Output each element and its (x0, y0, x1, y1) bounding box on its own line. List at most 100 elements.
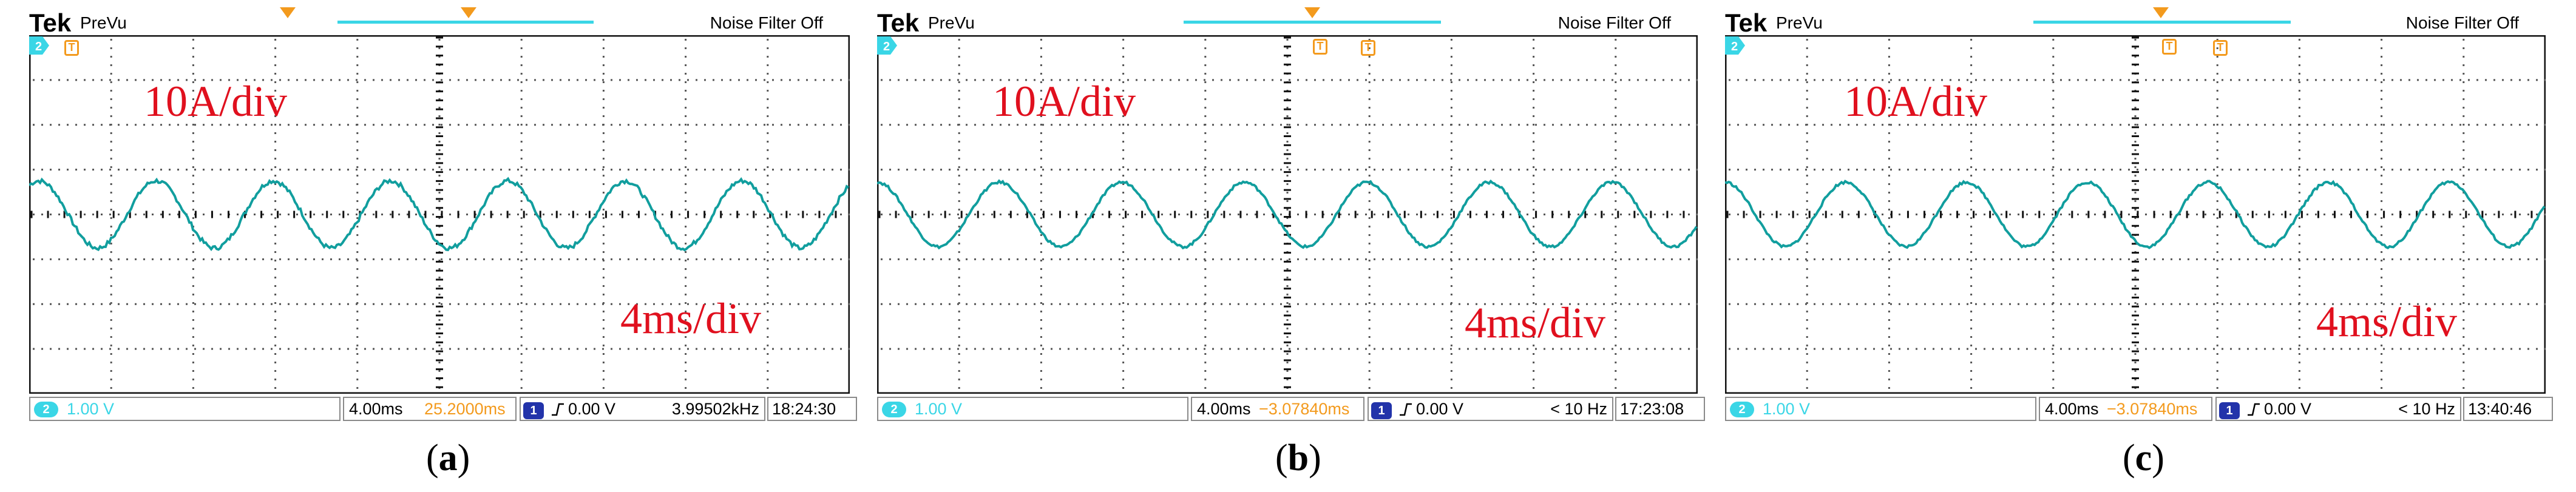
grid-dot (772, 124, 774, 126)
grid-dot (520, 311, 523, 312)
grid-dot (1331, 214, 1333, 215)
grid-dot (957, 124, 959, 126)
ch2-scale-readout[interactable]: 2 1.00 V (1725, 397, 2036, 421)
grid-dot (520, 268, 523, 270)
grid-dot (823, 214, 825, 215)
grid-dot (192, 175, 194, 177)
trigger-marker-icon[interactable]: T (1313, 39, 1327, 55)
trigger-position-arrow[interactable] (2153, 7, 2169, 18)
grid-dot (1888, 345, 1890, 346)
record-view-bar[interactable] (337, 21, 594, 24)
grid-dot (1924, 124, 1926, 126)
grid-dot (1612, 169, 1613, 171)
grid-dot (1888, 226, 1890, 227)
timebase-readout[interactable]: 4.00ms −3.07840ms (2039, 397, 2212, 421)
trigger-marker-icon[interactable]: T (1361, 40, 1375, 56)
grid-dot (1127, 124, 1129, 126)
grid-dot (441, 169, 442, 171)
trigger-position: −3.07840ms (2107, 400, 2198, 418)
trigger-position-arrow[interactable] (461, 7, 476, 18)
grid-dot (169, 303, 171, 305)
trigger-readout[interactable]: 1 0.00 V < 10 Hz (1368, 397, 1613, 421)
grid-dot (1615, 175, 1617, 177)
grid-dot (1967, 348, 1968, 350)
graticule[interactable]: T 2 10A/div 4ms/div (29, 35, 850, 394)
grid-dot (949, 124, 951, 126)
grid-dot (2077, 169, 2079, 171)
ch2-scale-readout[interactable]: 2 1.00 V (29, 397, 341, 421)
grid-dot (1195, 79, 1197, 81)
ch2-scale-readout[interactable]: 2 1.00 V (877, 397, 1188, 421)
grid-dot (1195, 258, 1197, 260)
ch2-ground-marker-icon[interactable]: 2 (877, 35, 898, 56)
trigger-position-arrow[interactable] (280, 7, 296, 18)
record-view-bar[interactable] (2033, 21, 2291, 24)
grid-dot (2026, 258, 2028, 260)
grid-dot (1433, 348, 1435, 350)
grid-dot (192, 107, 194, 109)
ch2-ground-marker-icon[interactable]: 2 (1725, 35, 1746, 56)
grid-dot (441, 258, 442, 260)
grid-dot (110, 370, 112, 372)
grid-dot (806, 258, 808, 260)
grid-dot (186, 258, 188, 260)
trigger-marker-icon[interactable]: T (2213, 40, 2228, 56)
trigger-position-arrow[interactable] (1304, 7, 1320, 18)
timebase-readout[interactable]: 4.00ms 25.2000ms (343, 397, 517, 421)
grid-dot (2216, 64, 2218, 66)
grid-dot (500, 124, 502, 126)
trigger-marker-icon[interactable]: T (64, 40, 79, 56)
grid-dot (662, 348, 663, 350)
grid-dot (41, 169, 43, 171)
grid-dot (1170, 258, 1171, 260)
grid-dot (1221, 214, 1222, 215)
grid-dot (1805, 169, 1807, 171)
graticule[interactable]: T T 2 10A/div 4ms/div (1725, 35, 2546, 394)
grid-dot (2134, 192, 2137, 194)
grid-dot (2001, 79, 2002, 81)
grid-dot (1970, 81, 1973, 83)
grid-dot (560, 303, 561, 305)
grid-dot (274, 81, 277, 83)
grid-dot (2381, 56, 2383, 58)
trigger-marker-icon[interactable]: T (2162, 39, 2177, 55)
grid-dot (1501, 258, 1503, 260)
grid-dot (407, 124, 408, 126)
grid-dot (1348, 214, 1350, 215)
grid-dot (602, 319, 605, 321)
grid-dot (1425, 169, 1426, 171)
grid-dot (2273, 124, 2274, 126)
grid-dot (974, 348, 976, 350)
grid-dot (849, 303, 850, 305)
grid-dot (2536, 303, 2538, 305)
trigger-readout[interactable]: 1 0.00 V < 10 Hz (2215, 397, 2461, 421)
grid-dot (1637, 124, 1639, 126)
grid-dot (2340, 303, 2342, 305)
grid-dot (1578, 214, 1579, 215)
grid-dot (520, 141, 523, 143)
grid-dot (1459, 169, 1460, 171)
timebase-readout[interactable]: 4.00ms −3.07840ms (1191, 397, 1364, 421)
grid-dot (823, 258, 825, 260)
grid-dot (1340, 214, 1341, 215)
grid-dot (767, 353, 769, 355)
record-view-bar[interactable] (1184, 21, 1441, 24)
grid-dot (1888, 149, 1890, 151)
grid-dot (2216, 328, 2218, 329)
grid-dot (1924, 169, 1926, 171)
ch2-ground-marker-icon[interactable]: 2 (29, 35, 50, 56)
trigger-readout[interactable]: 1 0.00 V 3.99502kHz (520, 397, 765, 421)
grid-dot (1839, 348, 1841, 350)
grid-dot (245, 303, 247, 305)
grid-dot (2128, 348, 2130, 350)
grid-dot (1970, 345, 1973, 346)
grid-dot (670, 79, 672, 81)
grid-dot (192, 285, 194, 287)
grid-dot (781, 258, 782, 260)
grid-dot (2476, 214, 2478, 215)
grid-dot (110, 294, 112, 295)
grid-dot (958, 285, 960, 287)
graticule[interactable]: T T 2 10A/div 4ms/div (877, 35, 1698, 394)
grid-dot (274, 47, 277, 49)
ch2-marker-label: 2 (883, 40, 890, 53)
